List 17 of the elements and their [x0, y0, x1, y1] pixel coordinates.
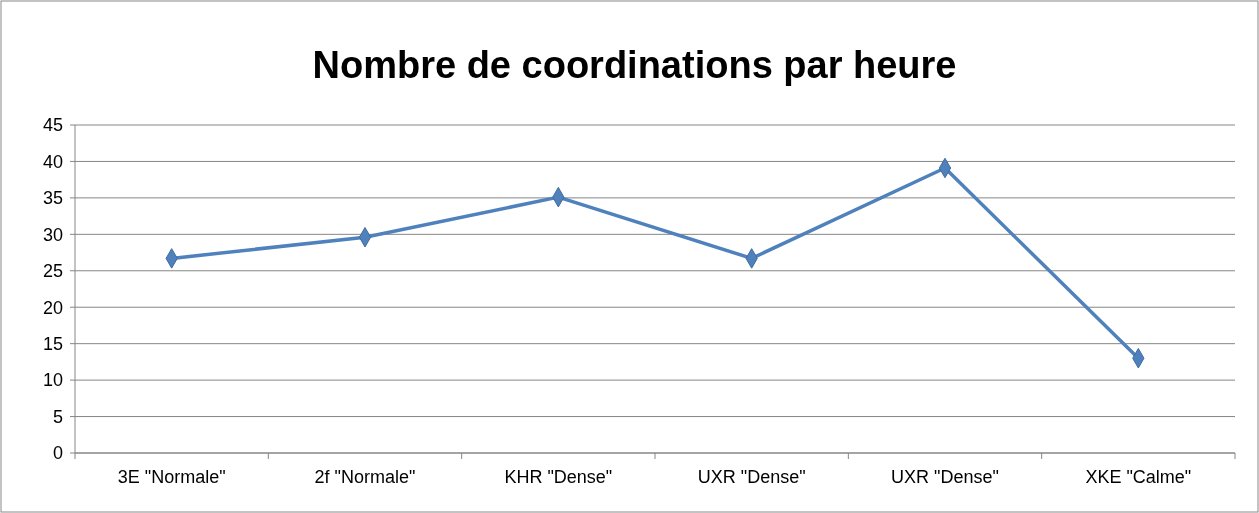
y-tick-label: 35 [42, 188, 63, 209]
y-tick-label: 45 [42, 115, 63, 136]
y-tick-label: 15 [42, 333, 63, 354]
y-tick-label: 40 [42, 151, 63, 172]
x-tick-label: 2f "Normale" [314, 467, 416, 487]
x-tick-label: 3E "Normale" [117, 467, 226, 487]
x-tick-label: UXR "Dense" [697, 467, 806, 487]
y-tick-label: 25 [42, 261, 63, 282]
y-tick-label: 10 [42, 370, 63, 391]
y-tick-label: 5 [52, 406, 63, 427]
y-tick-label: 30 [42, 224, 63, 245]
y-tick-label: 0 [52, 443, 63, 464]
x-tick-label: XKE "Calme" [1085, 467, 1192, 487]
x-tick-label: UXR "Dense" [891, 467, 999, 487]
x-tick-label: KHR "Dense" [504, 467, 613, 487]
y-tick-label: 20 [42, 297, 63, 318]
chart-title: Nombre de coordinations par heure [312, 44, 957, 86]
